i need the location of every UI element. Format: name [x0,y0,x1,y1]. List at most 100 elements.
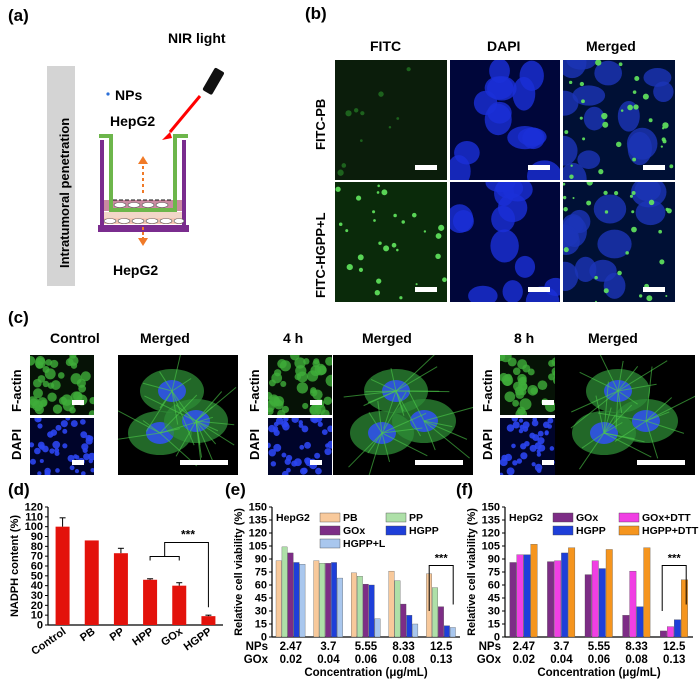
y-tick-label: 150 [249,502,267,514]
y-tick-label: 0 [494,632,500,644]
bar [444,625,450,638]
x-tick-label-nps: 2.47 [513,641,535,653]
col-header-dapi: DAPI [487,38,521,54]
x-tick-label-nps: 12.5 [430,641,453,653]
bar [55,526,70,625]
bar [629,570,637,638]
y-tick-label: 30 [488,606,500,618]
y-tick-label: 120 [482,528,500,540]
micro-fitc-pb [335,60,447,180]
y-tick-label: 15 [488,619,500,631]
legend-swatch [319,512,341,523]
y-tick-label: 120 [249,528,267,540]
bar [351,572,357,638]
sig-bracket [149,556,180,561]
micro-factin-1 [268,355,332,415]
y-tick-label: 100 [25,521,43,533]
y-tick-label: 40 [31,580,43,592]
scale-bar [542,460,554,465]
y-tick-label: 60 [255,580,267,592]
x-tick-label-nps: 3.7 [320,641,336,653]
y-tick-label: 10 [31,610,43,622]
y-tick-label: 50 [31,570,43,582]
x-tick-label-gox: 0.13 [430,654,452,666]
group-title-4h: 4 h [283,330,304,346]
legend-label: PP [409,512,423,524]
legend-label: HGPP [409,525,439,537]
bar [643,547,651,638]
panel-a-schematic [47,66,224,286]
bar [362,583,369,638]
y-tick-label: 20 [31,600,43,612]
micro-factin-2 [500,355,564,415]
x-tick-label-nps: 12.5 [663,641,686,653]
x-tick-label-gox: 0.08 [392,654,415,666]
micro-merged-cells-1 [333,355,473,475]
hepg2-bottom-label: HepG2 [113,262,159,278]
bar [368,584,375,638]
nir-light-label: NIR light [168,30,226,46]
category-label: PB [78,626,97,645]
row-label-fitc-hgpp-l: FITC-HGPP+L [313,212,328,298]
scale-bar [528,165,550,170]
laser-pointer-icon [162,67,224,140]
category-label: PP [108,626,127,644]
bar [388,570,395,638]
group-merged-4h: Merged [362,330,412,346]
row-label-gox: GOx [244,654,269,666]
bar [374,618,381,638]
micro-merged-cells-0 [118,355,238,475]
legend-swatch [618,512,640,523]
x-tick-label-nps: 8.33 [392,641,414,653]
panel-c-label: (c) [8,308,29,327]
category-label: GOx [159,625,186,649]
scale-bar [415,287,437,292]
c-factin-label-3: F-actin [480,369,495,412]
bar [325,563,332,638]
legend-label: GOx [576,512,598,524]
y-tick-label: 60 [488,580,500,592]
panel-f-label: (f) [456,480,473,499]
scale-bar [180,460,228,465]
nps-label: NPs [115,87,143,103]
inset-label: HepG2 [276,512,310,524]
category-label: Control [29,626,68,658]
scale-bar [643,287,665,292]
sig-bracket [428,565,454,611]
y-tick-label: 120 [25,502,43,514]
bar [394,580,401,638]
x-tick-label-nps: 3.7 [553,641,569,653]
bar [400,603,407,638]
y-tick-label: 105 [249,541,267,553]
row-label-gox: GOx [477,654,502,666]
legend-swatch [385,525,407,536]
bar [201,616,216,625]
panel-d-label: (d) [8,480,30,499]
bar [432,587,438,638]
x-tick-label-gox: 0.06 [355,654,377,666]
hepg2-top-label: HepG2 [110,113,156,129]
bar [337,577,343,638]
micro-factin-0 [30,355,94,415]
bar [568,547,576,638]
bar [547,561,555,638]
np-dot [106,92,110,96]
scale-bar [542,400,554,405]
x-tick-label-gox: 0.02 [280,654,302,666]
y-tick-label: 135 [482,515,500,527]
bar [591,560,599,638]
bar [636,606,644,638]
x-tick-label-nps: 2.47 [280,641,302,653]
y-tick-label: 90 [255,554,267,566]
x-axis-label: Concentration (μg/mL) [537,667,660,679]
row-label-fitc-pb: FITC-PB [313,98,328,150]
legend-swatch [385,512,407,523]
scale-bar [310,460,322,465]
legend-swatch [552,525,574,536]
bar [530,544,538,638]
scale-bar [415,460,463,465]
y-tick-label: 90 [488,554,500,566]
scale-bar [72,460,84,465]
x-tick-label-gox: 0.04 [550,654,573,666]
